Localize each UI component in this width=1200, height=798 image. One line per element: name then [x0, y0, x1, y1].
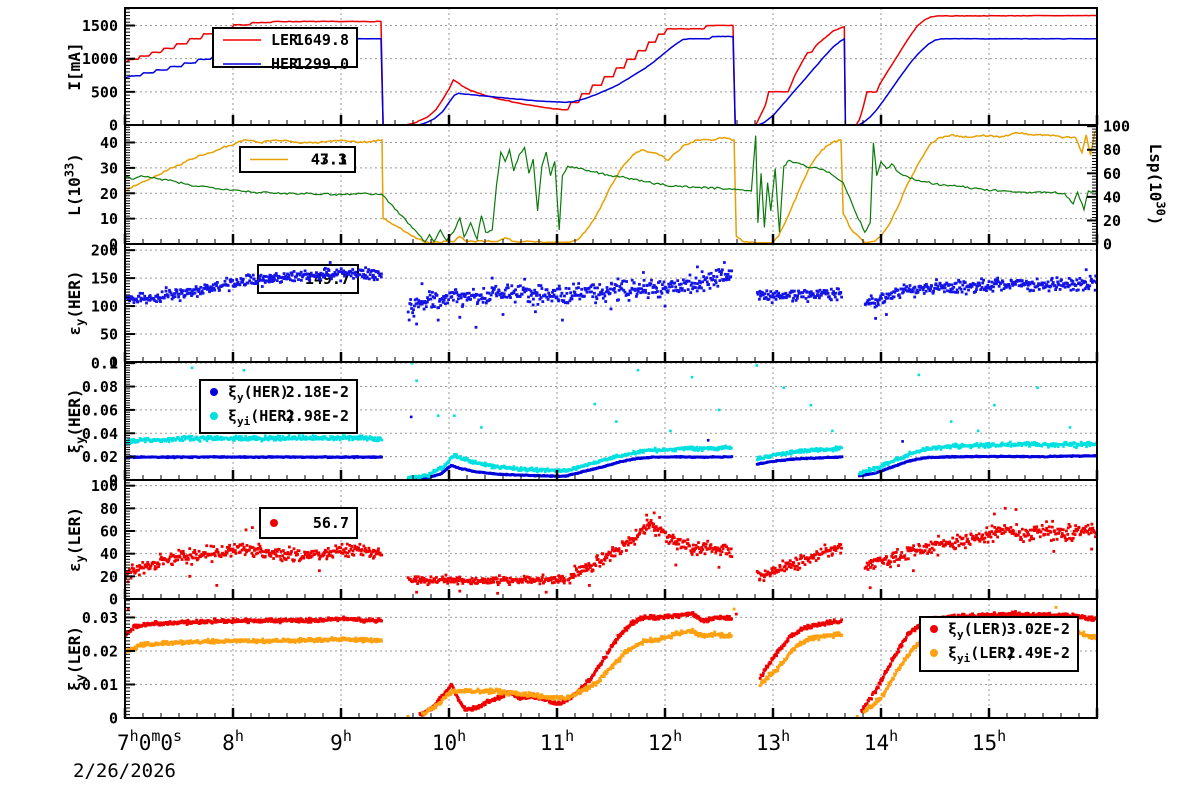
series-LER-current: [125, 14, 1097, 125]
svg-text:100: 100: [91, 298, 118, 316]
svg-text:80: 80: [1103, 141, 1121, 159]
svg-text:2.98E-2: 2.98E-2: [286, 407, 349, 425]
x-ticks-ey-ler: [123, 589, 1099, 599]
gridlines-ey-her: [125, 244, 1097, 362]
series-specific-luminosity: [125, 135, 1097, 243]
y-axis-current: 0 500 1000 1500: [82, 8, 135, 135]
svg-text:0: 0: [109, 354, 118, 372]
panel-border: [124, 479, 1098, 600]
svg-text:20: 20: [100, 185, 118, 203]
svg-text:0: 0: [109, 117, 118, 135]
svg-text:ξy(HER): ξy(HER): [228, 383, 289, 404]
y-axis-xiy-her: 0 0.02 0.04 0.06 0.08 0.1: [82, 355, 135, 490]
right-axis-luminosity: 0 20 40 60 80 100 Lsp(1030): [1087, 118, 1168, 254]
date-label: 2/26/2026: [73, 760, 176, 782]
svg-text:10: 10: [100, 210, 118, 228]
series-xiyi-her-points: [125, 362, 1097, 480]
svg-text:2.18E-2: 2.18E-2: [286, 383, 349, 401]
svg-text:1649.8: 1649.8: [295, 31, 349, 49]
svg-text:0: 0: [109, 472, 118, 490]
svg-text:40: 40: [1103, 188, 1121, 206]
svg-text:0.08: 0.08: [82, 378, 118, 396]
x-ticks-current: [123, 115, 1099, 125]
svg-text:0.04: 0.04: [82, 425, 118, 443]
svg-text:0: 0: [1103, 236, 1112, 254]
svg-text:47.3: 47.3: [311, 151, 347, 169]
svg-text:1299.0: 1299.0: [295, 55, 349, 73]
panel-xiy-her: ξy(HER)2.18E-2ξyi(HER)2.98E-200.020.040.…: [65, 355, 1099, 490]
svg-text:0: 0: [109, 236, 118, 254]
svg-text:Lsp(1030): Lsp(1030): [1146, 144, 1168, 226]
svg-text:20: 20: [1103, 212, 1121, 230]
svg-text:HER: HER: [271, 55, 299, 73]
svg-text:150: 150: [91, 270, 118, 288]
svg-text:ξy(HER): ξy(HER): [65, 388, 87, 453]
svg-text:100: 100: [1103, 118, 1130, 136]
svg-text:200: 200: [91, 242, 118, 260]
svg-text:0.06: 0.06: [82, 401, 118, 419]
svg-text:500: 500: [91, 83, 118, 101]
x-ticks-ey-her: [123, 352, 1099, 362]
svg-text:0.1: 0.1: [91, 355, 118, 373]
svg-text:L(1033): L(1033): [62, 153, 84, 216]
panel-luminosity: 43.147.3010203040020406080100Lsp(1030)L(…: [62, 118, 1167, 254]
svg-text:43.1: 43.1: [311, 151, 347, 169]
legend-ey-ler: 56.7: [259, 507, 358, 539]
svg-text:0.02: 0.02: [82, 448, 118, 466]
y-axis-xiy-ler: 00.010.020.03: [82, 600, 135, 728]
svg-text:I[mA]: I[mA]: [65, 42, 84, 90]
y-axis-ey-her: 0 50 100 150 200: [91, 242, 135, 372]
legend-luminosity: 43.147.3: [239, 146, 356, 173]
y-axis-luminosity: 0 10 20 30 40: [100, 126, 135, 254]
svg-text:50: 50: [100, 326, 118, 344]
x-ticks-xiy-her: [123, 470, 1099, 480]
svg-text:1000: 1000: [82, 50, 118, 68]
x-ticks-xiy-ler: [123, 708, 1099, 718]
panel-border: [124, 243, 1098, 363]
x-ticks-luminosity: [123, 234, 1099, 244]
svg-text:30: 30: [100, 159, 118, 177]
x-axis-labels: 7h0m0s 8h 9h 10h 11h 12h 13h 14h 15h: [117, 727, 1006, 755]
series-ey-ler-points: [125, 506, 1097, 595]
svg-text:1500: 1500: [82, 17, 118, 35]
svg-text:60: 60: [1103, 165, 1121, 183]
gridlines-ey-ler: [125, 480, 1097, 599]
svg-text:LER: LER: [271, 31, 299, 49]
svg-text:40: 40: [100, 134, 118, 152]
series-ey-her-points: [125, 261, 1097, 329]
svg-text:ξyi(HER): ξyi(HER): [228, 407, 295, 428]
series-luminosity: [125, 129, 1097, 244]
legend-xiy-her: ξy(HER)2.18E-2 ξyi(HER)2.98E-2: [199, 379, 358, 434]
svg-text:εy(HER): εy(HER): [65, 270, 87, 335]
